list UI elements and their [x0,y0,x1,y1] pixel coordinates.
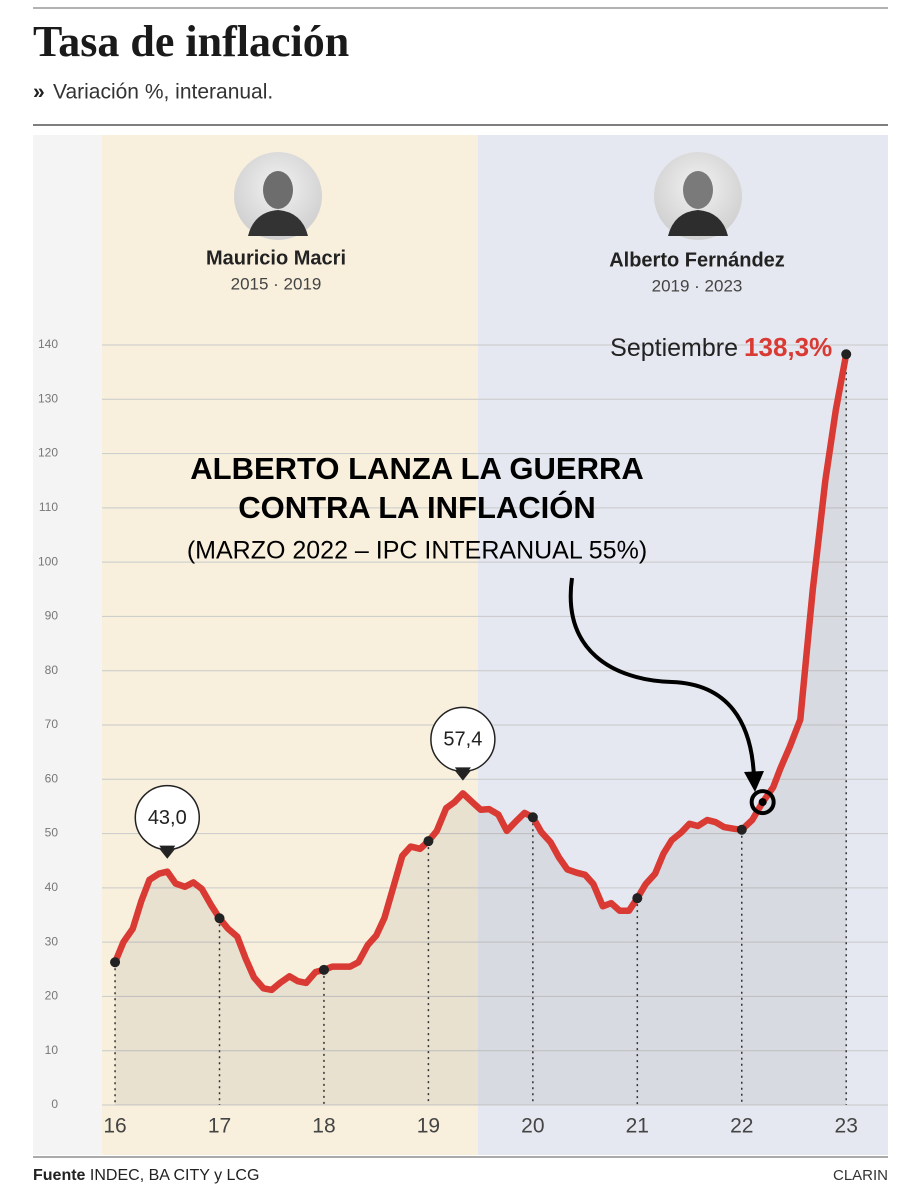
y-tick-label: 10 [45,1043,59,1057]
point [110,957,121,968]
end-label: Septiembre [610,334,738,362]
point [214,913,225,924]
point [632,893,643,904]
period-years: 2015 · 2019 [231,274,322,293]
value-label: 57,4 [443,729,482,751]
line [111,350,850,994]
period-name: Mauricio Macri [206,247,346,269]
y-tick-label: 130 [38,391,58,405]
portrait-macri [234,152,322,240]
y-tick-label: 140 [38,337,58,351]
point [318,964,329,975]
y-tick-label: 100 [38,554,58,568]
annotation-arrow [568,577,756,779]
area [115,354,847,1105]
portrait-fernandez [654,152,742,240]
point [527,812,538,823]
period-band-macri [102,135,478,1155]
x-tick-label: 23 [835,1115,858,1138]
chart-title: Tasa de inflación [33,17,349,66]
value-label: 43,0 [148,807,187,829]
subtitle-marker: » [33,81,45,104]
period-years: 2019 · 2023 [652,276,743,295]
panel-margin [33,135,102,1155]
annotation-line: (MARZO 2022 – IPC INTERANUAL 55%) [187,537,647,565]
x-tick-label: 21 [626,1115,649,1138]
y-tick-label: 0 [51,1097,58,1111]
x-tick-label: 22 [730,1115,753,1138]
plot: 43,0 57,4 138,3%Septiembre [110,332,852,1105]
source-text: INDEC, BA CITY y LCG [90,1167,260,1184]
x-tick-label: 20 [521,1115,544,1138]
value-label: 138,3% [744,332,832,362]
x-tick-label: 18 [312,1115,335,1138]
point [423,836,434,847]
y-tick-label: 30 [45,934,59,948]
x-tick-label: 19 [417,1115,440,1138]
y-tick-label: 110 [39,500,58,514]
callout-pointer [454,767,471,780]
y-tick-label: 20 [45,989,59,1003]
x-tick-label: 17 [208,1115,231,1138]
highlight-ring [749,789,776,816]
period-name: Alberto Fernández [609,249,785,271]
point [736,824,747,835]
y-tick-label: 70 [45,717,59,731]
y-tick-label: 90 [45,609,59,623]
annotation-arrowhead [744,771,764,792]
annotation-line: ALBERTO LANZA LA GUERRA [190,451,644,486]
y-tick-label: 50 [45,826,59,840]
source-label: Fuente [33,1167,86,1184]
y-tick-label: 120 [38,446,58,460]
highlight-point [758,798,767,807]
grid: 0 10 20 30 40 50 60 70 80 90 100 110 120 130 140 16 17 18… [38,337,888,1138]
source: Fuente INDEC, BA CITY y LCG [33,1167,259,1184]
chart-subtitle: Variación %, interanual. [53,81,273,104]
callout-pointer [159,845,176,858]
credit: CLARIN [833,1167,888,1184]
y-tick-label: 40 [45,880,59,894]
point [841,349,852,360]
annotation-line: CONTRA LA INFLACIÓN [238,489,596,525]
x-tick-label: 16 [103,1115,126,1138]
y-tick-label: 80 [45,663,59,677]
period-band-fernandez [478,135,888,1155]
y-tick-label: 60 [45,771,59,785]
